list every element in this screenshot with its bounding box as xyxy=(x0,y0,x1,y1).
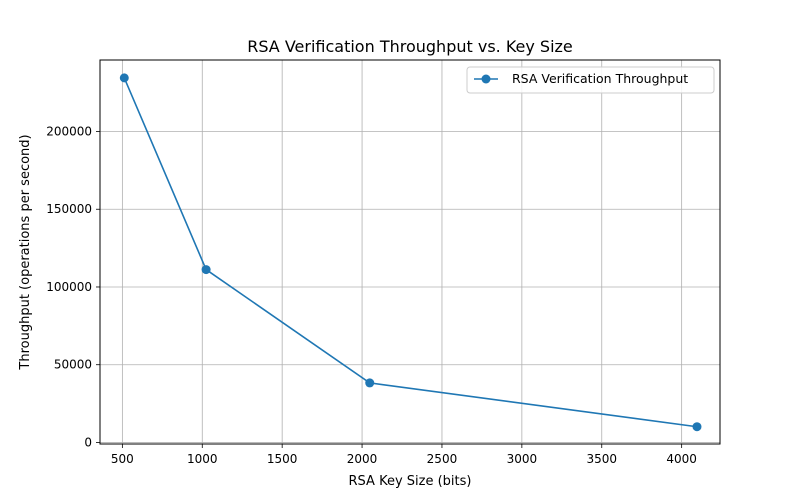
series-line xyxy=(123,77,698,428)
grid xyxy=(100,60,720,444)
x-tick-label: 2000 xyxy=(347,452,378,466)
x-tick-label: 2500 xyxy=(427,452,458,466)
x-tick-label: 4000 xyxy=(666,452,697,466)
y-tick-label: 100000 xyxy=(46,280,92,294)
data-point xyxy=(119,73,129,83)
y-tick-label: 50000 xyxy=(54,358,92,372)
x-tick-label: 1000 xyxy=(187,452,218,466)
plot-area xyxy=(99,59,721,445)
data-point xyxy=(365,378,375,388)
legend-entry-label: RSA Verification Throughput xyxy=(512,71,688,86)
legend-marker-swatch xyxy=(481,74,491,84)
x-tick-label: 500 xyxy=(111,452,134,466)
chart-title: RSA Verification Throughput vs. Key Size xyxy=(247,37,573,56)
y-axis-label: Throughput (operations per second) xyxy=(18,134,33,370)
data-point xyxy=(201,265,211,275)
data-point xyxy=(692,422,702,432)
y-tick-label: 150000 xyxy=(46,202,92,216)
x-tick-label: 3500 xyxy=(586,452,617,466)
x-axis-ticks: 500 1000 1500 2000 2500 3000 3500 4000 xyxy=(111,444,697,466)
y-axis-ticks: 0 50000 100000 150000 200000 xyxy=(46,125,100,449)
legend-box xyxy=(466,66,715,94)
x-tick-label: 3000 xyxy=(507,452,538,466)
y-tick-label: 0 xyxy=(84,435,92,449)
x-tick-label: 1500 xyxy=(267,452,298,466)
y-tick-label: 200000 xyxy=(46,125,92,139)
x-axis-label: RSA Key Size (bits) xyxy=(349,474,472,489)
series-group xyxy=(119,73,702,432)
legend: RSA Verification Throughput xyxy=(466,66,715,94)
